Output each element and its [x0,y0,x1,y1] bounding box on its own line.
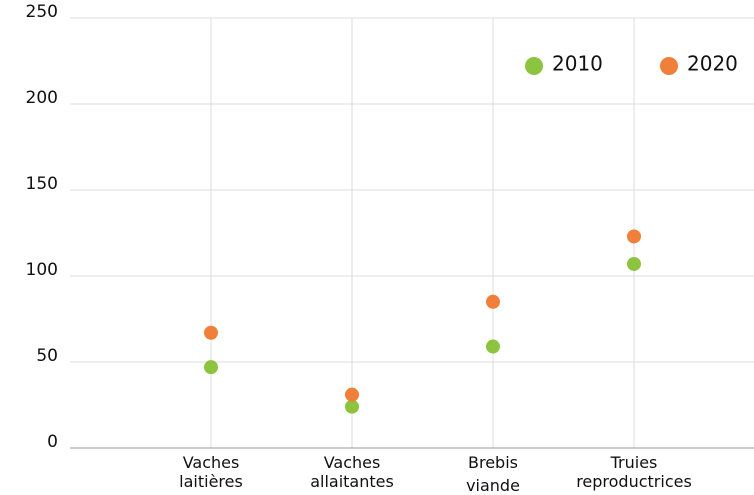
dot [204,325,218,340]
y-tick-label: 150 [26,174,58,194]
dot [486,339,500,354]
dot [345,399,359,414]
x-tick-label-line: Truies [610,453,658,472]
y-tick-label: 100 [26,260,58,280]
x-tick-label: Brebis viande [466,453,520,495]
legend-label: 2020 [687,52,738,76]
y-tick-label: 0 [47,432,58,452]
dot [345,387,359,402]
x-tick-label-line: reproductrices [576,472,692,491]
dot [486,294,500,309]
x-tick-label-line: laitières [179,472,243,491]
dot [204,360,218,375]
x-tick-label-line: viande [466,476,520,495]
dot [627,256,641,271]
y-tick-label: 200 [26,88,58,108]
x-tick-label-line: Vaches [324,453,381,472]
x-tick-label: Vaches laitières [179,453,243,491]
x-tick-label: Vaches allaitantes [310,453,394,491]
dot [627,229,641,244]
legend-label: 2010 [552,52,603,76]
legend-marker [525,57,543,75]
x-tick-label-line: Vaches [183,453,240,472]
y-tick-label: 250 [26,2,58,22]
legend-marker [660,57,678,75]
x-tick-label-line: allaitantes [310,472,394,491]
y-tick-label: 50 [36,346,58,366]
x-tick-label-line: Brebis [468,453,518,472]
x-tick-label: Truies reproductrices [576,453,692,491]
